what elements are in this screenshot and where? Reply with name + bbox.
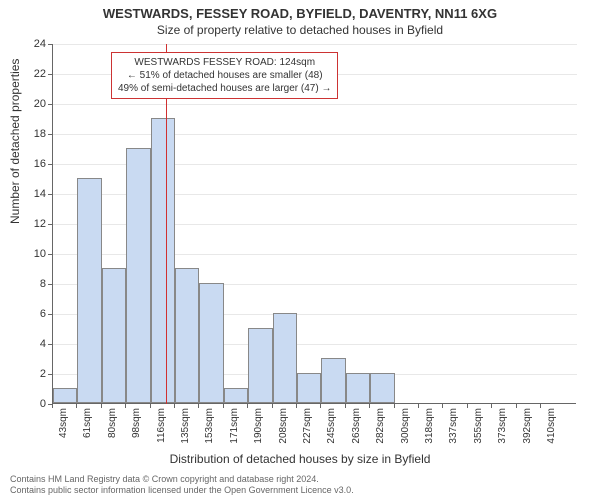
x-axis-label: Distribution of detached houses by size … [0, 452, 600, 466]
annotation-line: 49% of semi-detached houses are larger (… [118, 82, 331, 95]
xtick-mark [442, 404, 443, 408]
xtick-mark [394, 404, 395, 408]
gridline [53, 104, 577, 105]
xtick-mark [540, 404, 541, 408]
chart-title-sub: Size of property relative to detached ho… [0, 21, 600, 37]
ytick-mark [48, 254, 52, 255]
xtick-mark [125, 404, 126, 408]
xtick-mark [223, 404, 224, 408]
chart-container: WESTWARDS, FESSEY ROAD, BYFIELD, DAVENTR… [0, 0, 600, 500]
histogram-bar [224, 388, 248, 403]
xtick-mark [52, 404, 53, 408]
ytick-label: 24 [16, 38, 46, 50]
histogram-bar [175, 268, 199, 403]
histogram-bar [126, 148, 150, 403]
xtick-mark [296, 404, 297, 408]
ytick-label: 16 [16, 158, 46, 170]
ytick-label: 8 [16, 278, 46, 290]
ytick-mark [48, 314, 52, 315]
histogram-bar [297, 373, 321, 403]
histogram-bar [370, 373, 394, 403]
xtick-mark [174, 404, 175, 408]
annotation-box: WESTWARDS FESSEY ROAD: 124sqm← 51% of de… [111, 52, 338, 99]
xtick-mark [76, 404, 77, 408]
ytick-mark [48, 134, 52, 135]
histogram-bar [273, 313, 297, 403]
footer-line-1: Contains HM Land Registry data © Crown c… [10, 474, 354, 485]
xtick-mark [516, 404, 517, 408]
xtick-mark [272, 404, 273, 408]
ytick-mark [48, 284, 52, 285]
ytick-mark [48, 74, 52, 75]
xtick-mark [101, 404, 102, 408]
ytick-label: 0 [16, 398, 46, 410]
plot-region: WESTWARDS FESSEY ROAD: 124sqm← 51% of de… [52, 44, 576, 404]
ytick-mark [48, 194, 52, 195]
xtick-mark [320, 404, 321, 408]
footer-line-2: Contains public sector information licen… [10, 485, 354, 496]
ytick-label: 22 [16, 68, 46, 80]
xtick-mark [150, 404, 151, 408]
ytick-mark [48, 374, 52, 375]
histogram-bar [53, 388, 77, 403]
ytick-label: 12 [16, 218, 46, 230]
annotation-line: ← 51% of detached houses are smaller (48… [118, 69, 331, 82]
ytick-label: 14 [16, 188, 46, 200]
xtick-mark [467, 404, 468, 408]
ytick-label: 2 [16, 368, 46, 380]
ytick-mark [48, 344, 52, 345]
chart-area: WESTWARDS FESSEY ROAD: 124sqm← 51% of de… [52, 44, 576, 404]
xtick-mark [345, 404, 346, 408]
ytick-label: 18 [16, 128, 46, 140]
ytick-mark [48, 224, 52, 225]
ytick-mark [48, 44, 52, 45]
ytick-mark [48, 164, 52, 165]
histogram-bar [248, 328, 272, 403]
ytick-label: 10 [16, 248, 46, 260]
histogram-bar [321, 358, 345, 403]
chart-title-main: WESTWARDS, FESSEY ROAD, BYFIELD, DAVENTR… [0, 0, 600, 21]
ytick-label: 6 [16, 308, 46, 320]
annotation-line: WESTWARDS FESSEY ROAD: 124sqm [118, 56, 331, 69]
histogram-bar [199, 283, 223, 403]
xtick-mark [247, 404, 248, 408]
footer-attribution: Contains HM Land Registry data © Crown c… [10, 474, 354, 496]
histogram-bar [346, 373, 370, 403]
ytick-label: 4 [16, 338, 46, 350]
gridline [53, 134, 577, 135]
xtick-mark [369, 404, 370, 408]
xtick-mark [418, 404, 419, 408]
histogram-bar [77, 178, 101, 403]
histogram-bar [102, 268, 126, 403]
ytick-label: 20 [16, 98, 46, 110]
gridline [53, 44, 577, 45]
xtick-mark [491, 404, 492, 408]
xtick-mark [198, 404, 199, 408]
ytick-mark [48, 104, 52, 105]
histogram-bar [151, 118, 175, 403]
